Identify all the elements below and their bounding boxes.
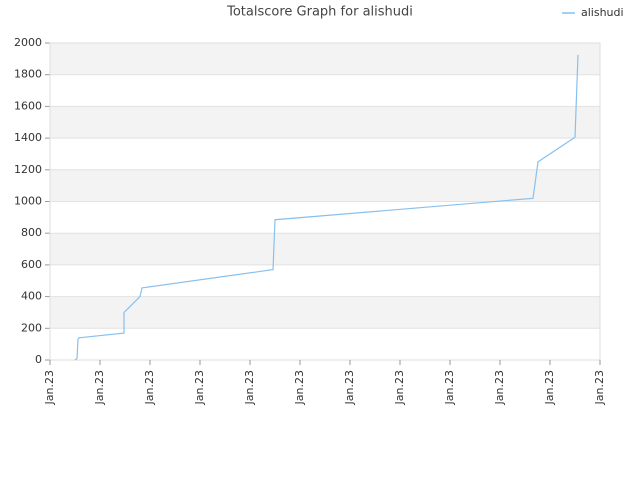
y-tick-label: 0 <box>35 353 42 366</box>
x-tick-label: Jan.23 <box>293 370 306 405</box>
y-tick-label: 1400 <box>14 131 42 144</box>
x-tick-label: Jan.23 <box>93 370 106 405</box>
y-tick-label: 1800 <box>14 68 42 81</box>
y-tick-label: 800 <box>21 226 42 239</box>
x-tick-label: Jan.23 <box>443 370 456 405</box>
x-tick-label: Jan.23 <box>393 370 406 405</box>
grid-band <box>50 233 600 265</box>
grid-band <box>50 296 600 329</box>
x-tick-label: Jan.23 <box>143 370 156 405</box>
grid-band <box>50 106 600 139</box>
series-line <box>74 54 579 361</box>
y-tick-label: 400 <box>21 290 42 303</box>
plot-border <box>49 42 601 361</box>
y-tick-label: 200 <box>21 321 42 334</box>
y-tick-label: 2000 <box>14 36 42 49</box>
y-tick-label: 1000 <box>14 195 42 208</box>
x-tick-label: Jan.23 <box>243 370 256 405</box>
y-tick-label: 1200 <box>14 163 42 176</box>
chart-title: Totalscore Graph for alishudi <box>226 5 413 20</box>
x-tick-label: Jan.23 <box>43 370 56 405</box>
x-tick-label: Jan.23 <box>193 370 206 405</box>
y-tick-label: 1600 <box>14 99 42 112</box>
x-tick-label: Jan.23 <box>493 370 506 405</box>
x-tick-label: Jan.23 <box>543 370 556 405</box>
grid-band <box>50 169 600 202</box>
y-tick-label: 600 <box>21 258 42 271</box>
x-tick-label: Jan.23 <box>343 370 356 405</box>
x-tick-label: Jan.23 <box>593 370 606 405</box>
legend-label: alishudi <box>581 6 624 19</box>
grid-band <box>50 43 600 75</box>
